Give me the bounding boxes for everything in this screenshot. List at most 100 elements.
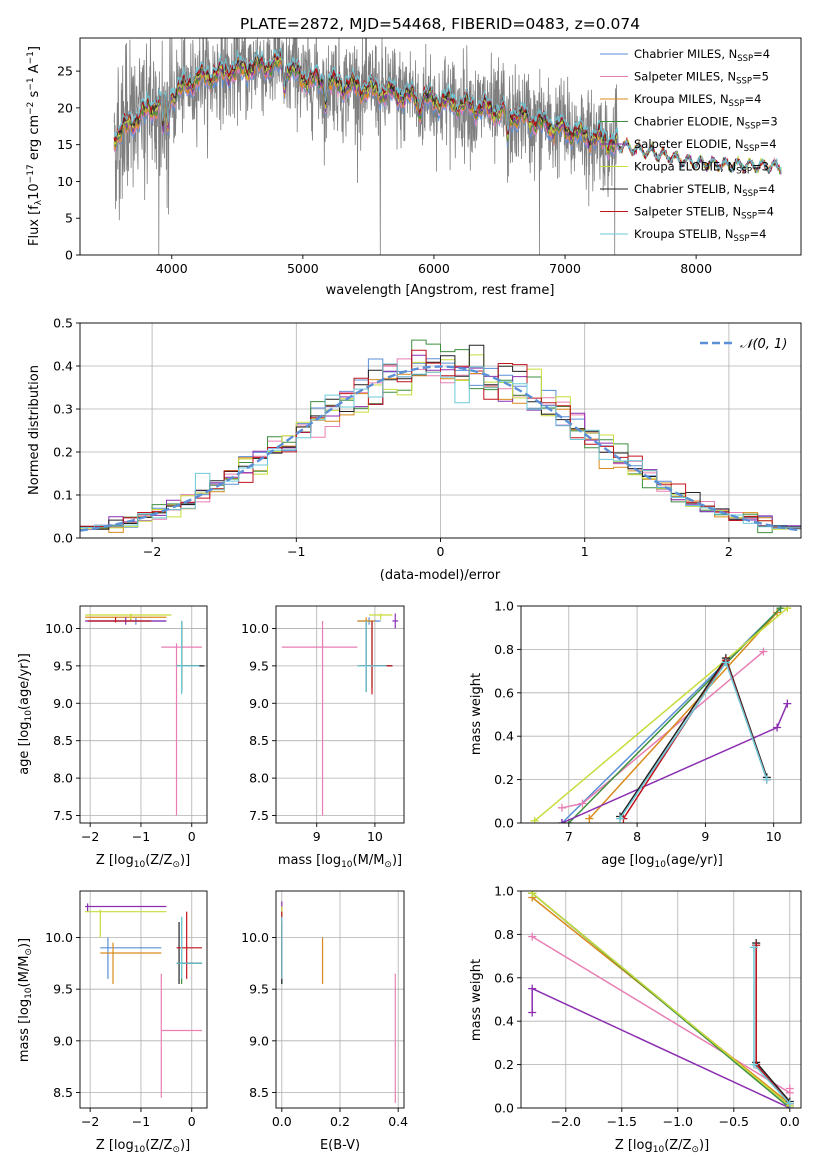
axes-frame — [275, 605, 405, 824]
legend-label-kroupa-miles: Kroupa MILES, NSSP=4 — [634, 92, 761, 109]
spectrum-legend: Chabrier MILES, NSSP=4 Salpeter MILES, NS… — [600, 47, 778, 244]
y-tick-label: 1.0 — [494, 599, 514, 614]
weight-line — [531, 892, 791, 1107]
x-tick-label: 8 — [633, 829, 641, 844]
errorbar-chabrier-miles — [100, 937, 162, 979]
y-tick-label: 0.4 — [53, 359, 73, 374]
weight-line — [588, 611, 778, 820]
legend-label-salpeter-elodie: Salpeter ELODIE, NSSP=4 — [634, 137, 777, 154]
errorbar-chabrier-elodie — [360, 620, 393, 689]
plot-area — [281, 613, 399, 816]
x-tick-label: −2.0 — [551, 1114, 581, 1129]
legend-label-chabrier-miles: Chabrier MILES, NSSP=4 — [634, 47, 770, 64]
x-tick-label: −2 — [81, 829, 99, 844]
y-tick-label: 8.5 — [249, 733, 269, 748]
axes-frame — [520, 890, 802, 1109]
y-tick-label: 9.0 — [249, 696, 269, 711]
plot-area — [530, 606, 792, 823]
weight-series-kroupa-elodie — [530, 606, 792, 823]
x-axis-label: wavelength [Angstrom, rest frame] — [326, 283, 555, 298]
x-tick-label: −0.5 — [719, 1114, 749, 1129]
errorbar-salpeter-stelib — [363, 620, 393, 695]
weight-marker — [528, 891, 537, 898]
y-tick-label: 20 — [57, 100, 73, 115]
axes-frame — [79, 37, 802, 256]
x-tick-label: 10 — [367, 829, 383, 844]
x-tick-label: 5000 — [287, 261, 319, 276]
weight-marker — [721, 658, 730, 667]
x-tick-label: −2 — [143, 544, 161, 559]
weight-marker — [759, 647, 768, 656]
weight-marker — [783, 606, 792, 613]
weight-line — [619, 660, 768, 820]
y-tick-label: 10.0 — [45, 621, 73, 636]
residual-hist-kroupa-stelib — [80, 363, 801, 529]
plot-area — [281, 901, 396, 1103]
x-tick-label: −1 — [132, 1114, 150, 1129]
errorbar-kroupa-stelib — [176, 916, 202, 979]
x-tick-label: 0 — [188, 829, 196, 844]
y-tick-label: 0.0 — [494, 1101, 514, 1116]
errorbar-salpeter-elodie — [85, 903, 167, 912]
weight-series-kroupa-stelib — [616, 658, 771, 823]
errorbar-kroupa-elodie — [85, 613, 172, 620]
x-tick-label: 0 — [188, 1114, 196, 1129]
errorbar-chabrier-elodie — [176, 916, 202, 984]
y-tick-label: 8.5 — [53, 733, 73, 748]
y-tick-label: 9.0 — [53, 1033, 73, 1048]
panel-mass-vs-ebv: 0.0 0.2 0.4 8.5 9.0 9.5 10.0 E(B-V) — [241, 890, 408, 1153]
y-tick-label: 9.5 — [249, 658, 269, 673]
y-axis-label: mass weight — [469, 673, 484, 755]
y-tick-label: 0.6 — [494, 685, 514, 700]
x-tick-label: 0.0 — [272, 1114, 292, 1129]
y-tick-label: 10.0 — [45, 930, 73, 945]
weight-marker — [749, 1060, 758, 1069]
weight-marker — [616, 814, 625, 823]
errorbar-salpeter-stelib — [176, 911, 202, 979]
y-tick-label: 0.2 — [53, 445, 73, 460]
panel-weight-vs-age: 7 8 9 10 0.0 0.2 0.4 0.6 0.8 1.0 age [log10(age/yr… — [469, 599, 802, 870]
y-tick-label: 0.8 — [494, 927, 514, 942]
panel-age-vs-Z: −2 −1 0 7.5 8.0 8.5 9.0 9.5 10.0 Z [log10(Z/Z⊙)] a… — [17, 605, 208, 870]
weight-marker — [528, 984, 537, 993]
x-tick-label: 0 — [437, 544, 445, 559]
y-tick-label: 9.0 — [249, 1033, 269, 1048]
weight-series-salpeter-miles — [557, 647, 768, 812]
y-axis-label: age [log10(age/yr)] — [17, 653, 34, 775]
weight-series-kroupa-miles — [585, 608, 782, 823]
weight-marker — [773, 723, 782, 732]
errorbar-chabrier-stelib — [176, 620, 205, 693]
x-tick-label: 2 — [725, 544, 733, 559]
weight-marker — [776, 606, 785, 613]
axes-frame — [520, 605, 802, 824]
x-tick-label: −1.0 — [663, 1114, 693, 1129]
legend-label-salpeter-miles: Salpeter MILES, NSSP=5 — [634, 70, 769, 87]
axes-frame — [79, 890, 208, 1109]
plot-area — [113, 38, 782, 255]
weight-marker — [785, 1099, 794, 1108]
panel-residuals: −2 −1 0 1 2 0.0 0.1 0.2 0.3 0.4 0.5 (data-model)/er… — [27, 316, 802, 583]
x-axis-label: (data-model)/error — [380, 568, 501, 583]
errorbar-salpeter-stelib — [87, 617, 152, 623]
x-axis-label: E(B-V) — [320, 1138, 360, 1153]
errorbar-kroupa-elodie — [85, 909, 167, 938]
weight-marker — [762, 775, 771, 784]
legend-label-chabrier-stelib: Chabrier STELIB, NSSP=4 — [634, 182, 775, 199]
weight-marker — [528, 1008, 537, 1017]
x-tick-label: 6000 — [418, 261, 450, 276]
x-axis-label: Z [log10(Z/Z⊙)] — [615, 1138, 709, 1155]
errorbar-salpeter-elodie — [392, 613, 399, 629]
weight-series-salpeter-stelib — [619, 656, 771, 823]
weight-marker — [749, 943, 758, 952]
y-tick-label: 8.5 — [249, 1085, 269, 1100]
y-tick-label: 0.0 — [494, 816, 514, 831]
x-tick-label: 1 — [581, 544, 589, 559]
y-tick-label: 0.2 — [494, 772, 514, 787]
panel-spectrum: 4000 5000 6000 7000 8000 0 5 10 15 20 25 wavelength… — [26, 37, 802, 298]
x-tick-label: 9 — [701, 829, 709, 844]
residual-hist-salpeter-stelib — [80, 349, 801, 529]
x-tick-label: −1 — [132, 829, 150, 844]
legend-label-salpeter-stelib: Salpeter STELIB, NSSP=4 — [634, 205, 774, 222]
weight-line — [561, 703, 788, 823]
x-axis-label: age [log10(age/yr)] — [601, 853, 723, 870]
